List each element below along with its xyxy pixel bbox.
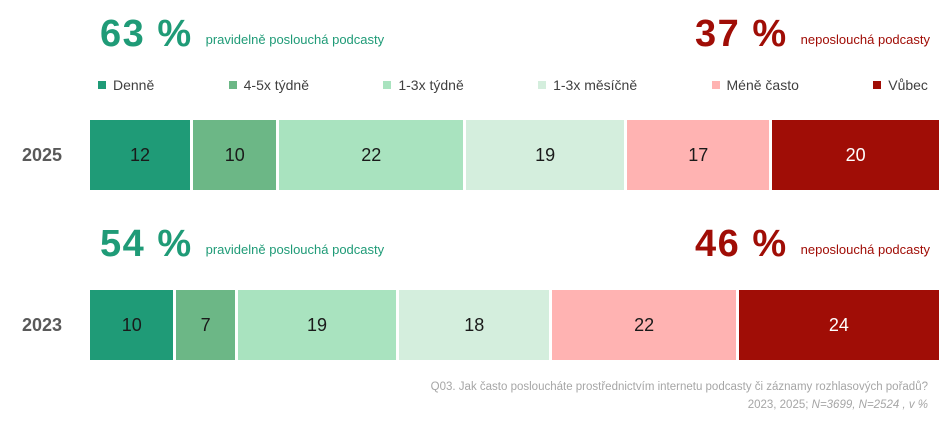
bar-segment: 19 [237,290,397,361]
legend-swatch-icon [711,81,720,90]
legend-swatch-icon [228,81,237,90]
legend-item: 4-5x týdně [228,77,309,94]
legend-item: 1-3x týdně [383,77,464,94]
legend-item: 1-3x měsíčně [538,77,637,93]
bar-row-2025: 2025 12 10 22 19 17 20 [0,120,952,191]
bar-segment: 10 [90,290,174,361]
stats-row-2023: 54 % pravidelně poslouchá podcasty 46 % … [0,223,952,266]
bar-segment: 22 [552,290,736,361]
nonlisteners-label-2023: neposlouchá podcasty [800,242,930,258]
footnote-sample: 2023, 2025; N=3699, N=2524 , v % [747,399,928,412]
bar-segment: 12 [90,120,191,191]
legend-swatch-icon [383,81,392,90]
bar-segment: 19 [465,120,625,191]
listeners-label-2025: pravidelně poslouchá podcasty [205,32,385,48]
bar-segment: 10 [193,120,277,191]
legend-item: Vůbec [873,77,928,93]
stacked-bar-2025: 12 10 22 19 17 20 [90,120,939,191]
listeners-pct-2025: 63 % [100,13,193,55]
footnote-question: Q03. Jak často posloucháte prostřednictv… [430,381,928,394]
legend: Denně 4-5x týdně 1-3x týdně 1-3x měsíčně Mén… [98,77,928,93]
bar-segment: 17 [627,120,770,191]
legend-swatch-icon [873,81,882,90]
legend-label: 4-5x týdně [243,77,309,94]
legend-label: 1-3x týdně [398,77,464,94]
stat-listeners-2023: 54 % pravidelně poslouchá podcasty [100,223,385,266]
footnote: Q03. Jak často posloucháte prostřednictv… [431,379,928,415]
legend-label: 1-3x měsíčně [553,77,638,94]
stat-listeners-2025: 63 % pravidelně poslouchá podcasty [100,13,385,55]
stat-nonlisteners-2023: 46 % neposlouchá podcasty [695,223,930,266]
legend-swatch-icon [98,81,106,90]
listeners-pct-2023: 54 % [100,223,193,266]
legend-swatch-icon [538,81,547,90]
legend-label: Vůbec [888,77,928,94]
nonlisteners-pct-2025: 37 % [695,13,788,55]
legend-item: Méně často [711,77,799,94]
bar-segment: 18 [399,290,550,361]
bar-row-2023: 2023 10 7 19 18 22 24 [0,290,952,361]
legend-item: Denně [98,77,154,93]
stat-nonlisteners-2025: 37 % neposlouchá podcasty [695,13,930,55]
year-label-2025: 2025 [22,144,63,165]
legend-label: Denně [113,77,155,94]
year-label-2023: 2023 [22,314,63,335]
bar-segment: 22 [279,120,463,191]
bar-segment: 20 [772,120,939,191]
legend-label: Méně často [726,77,799,94]
nonlisteners-label-2025: neposlouchá podcasty [800,32,930,48]
listeners-label-2023: pravidelně poslouchá podcasty [205,242,385,258]
bar-segment: 24 [738,290,939,361]
nonlisteners-pct-2023: 46 % [695,223,788,266]
bar-segment: 7 [176,290,235,361]
stacked-bar-2023: 10 7 19 18 22 24 [90,290,939,361]
stats-row-2025: 63 % pravidelně poslouchá podcasty 37 % … [0,0,952,55]
